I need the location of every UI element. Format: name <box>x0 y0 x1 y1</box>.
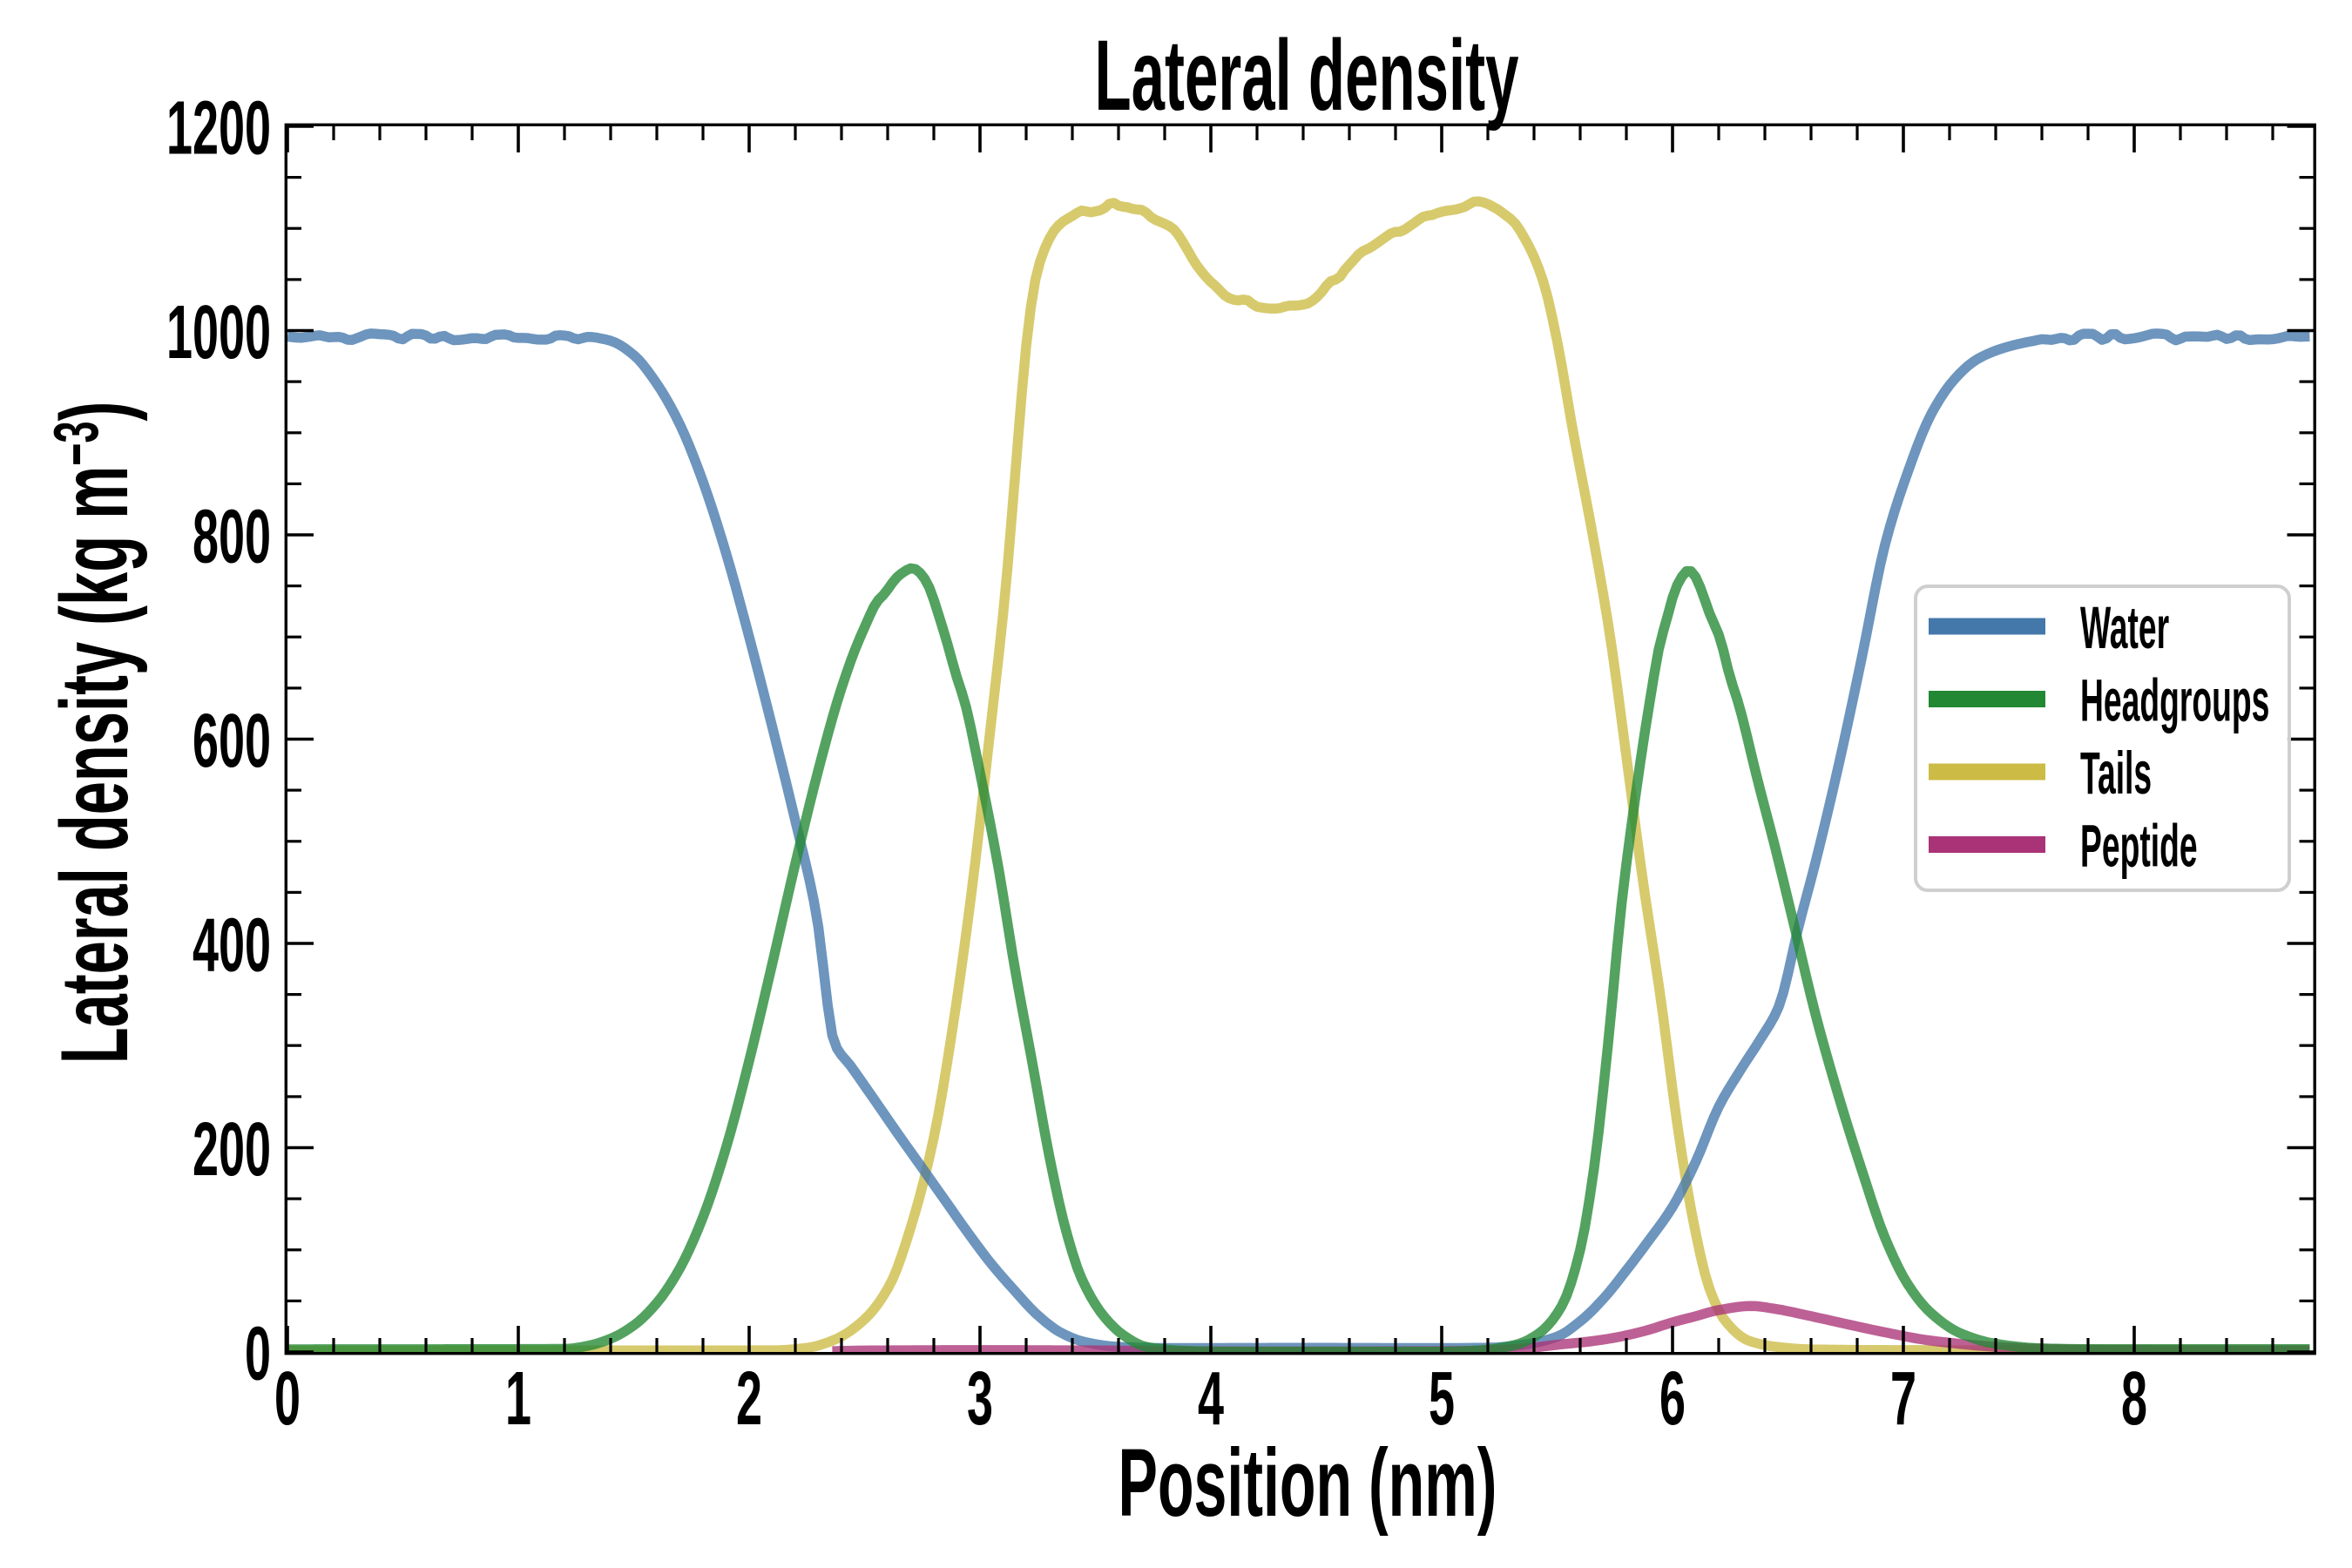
svg-text:1200: 1200 <box>166 85 271 170</box>
svg-text:5: 5 <box>1429 1356 1455 1441</box>
svg-text:6: 6 <box>1659 1356 1686 1441</box>
svg-text:Water: Water <box>2080 594 2169 661</box>
svg-text:3: 3 <box>967 1356 993 1441</box>
svg-text:0: 0 <box>274 1356 301 1441</box>
svg-text:7: 7 <box>1890 1356 1916 1441</box>
svg-text:1: 1 <box>505 1356 531 1441</box>
svg-text:Headgroups: Headgroups <box>2080 666 2269 733</box>
svg-text:Lateral density (kg m: Lateral density (kg m <box>42 466 148 1064</box>
svg-text:0: 0 <box>245 1311 271 1396</box>
svg-text:2: 2 <box>736 1356 762 1441</box>
svg-text:Peptide: Peptide <box>2080 812 2198 879</box>
svg-text:600: 600 <box>193 699 271 783</box>
svg-text:400: 400 <box>193 902 271 987</box>
svg-text:Lateral density: Lateral density <box>1095 20 1519 132</box>
svg-text:Tails: Tails <box>2080 740 2152 807</box>
svg-text:−3: −3 <box>41 421 111 465</box>
svg-text:8: 8 <box>2121 1356 2147 1441</box>
svg-text:4: 4 <box>1198 1356 1224 1441</box>
svg-text:800: 800 <box>193 494 271 578</box>
svg-text:200: 200 <box>193 1107 271 1192</box>
svg-text:Position (nm): Position (nm) <box>1119 1429 1497 1537</box>
svg-text:): ) <box>42 402 148 422</box>
svg-text:1000: 1000 <box>166 290 271 375</box>
